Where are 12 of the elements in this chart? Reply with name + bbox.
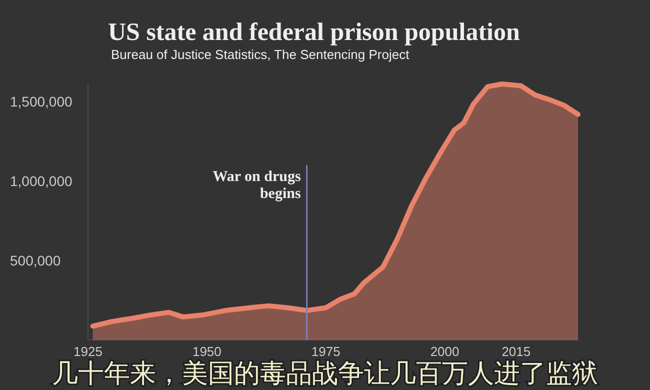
chart-title: US state and federal prison population — [108, 19, 520, 46]
x-tick-label: 2000 — [430, 344, 460, 359]
x-tick-label: 1975 — [311, 344, 340, 359]
x-tick-label: 1925 — [74, 344, 102, 359]
x-tick-label: 1950 — [192, 344, 222, 359]
y-tick-label: 1,000,000 — [10, 172, 72, 189]
text: 几十年来，美国的毒品战争让几百万人进了监狱 — [52, 359, 598, 389]
x-tick-label: 2015 — [502, 344, 531, 359]
ref-line-label: War on drugs begins — [212, 169, 301, 202]
chart-subtitle: Bureau of Justice Statistics, The Sentencing Project — [111, 47, 410, 62]
y-tick-label: 1,500,000 — [10, 93, 72, 110]
y-tick-label: 500,000 — [10, 252, 61, 268]
